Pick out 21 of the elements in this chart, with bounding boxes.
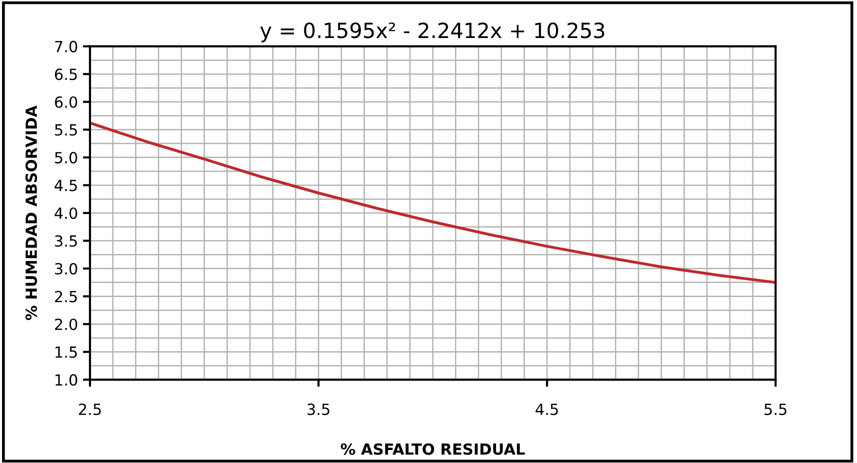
x-tick-label: 3.5 — [308, 404, 330, 416]
y-tick-label: 2.0 — [55, 318, 78, 330]
x-tick-label: 2.5 — [78, 404, 101, 416]
y-tick-label: 3.5 — [55, 235, 77, 247]
y-tick-label: 4.5 — [54, 180, 77, 192]
y-tick-label: 2.5 — [55, 290, 77, 302]
y-tick-label: 6.0 — [54, 96, 78, 108]
y-tick-label: 1.0 — [56, 374, 78, 386]
y-tick-label: 4.0 — [54, 207, 78, 219]
x-tick-label: 4.5 — [536, 404, 558, 416]
y-tick-label: 5.0 — [55, 152, 78, 164]
y-tick-label: 1.5 — [56, 346, 77, 358]
y-tick-label: 5.5 — [55, 124, 77, 136]
y-tick-label: 3.0 — [55, 263, 78, 275]
y-axis-title: % HUMEDAD ABSORVIDA — [25, 105, 38, 320]
x-axis-title: % ASFALTO RESIDUAL — [340, 443, 525, 455]
y-tick-label: 7.0 — [55, 40, 78, 52]
y-tick-label: 6.5 — [54, 68, 77, 80]
line-series — [90, 122, 776, 284]
x-tick-label: 5.5 — [764, 404, 786, 416]
chart-title: y = 0.1595x² - 2.2412x + 10.253 — [260, 22, 604, 42]
